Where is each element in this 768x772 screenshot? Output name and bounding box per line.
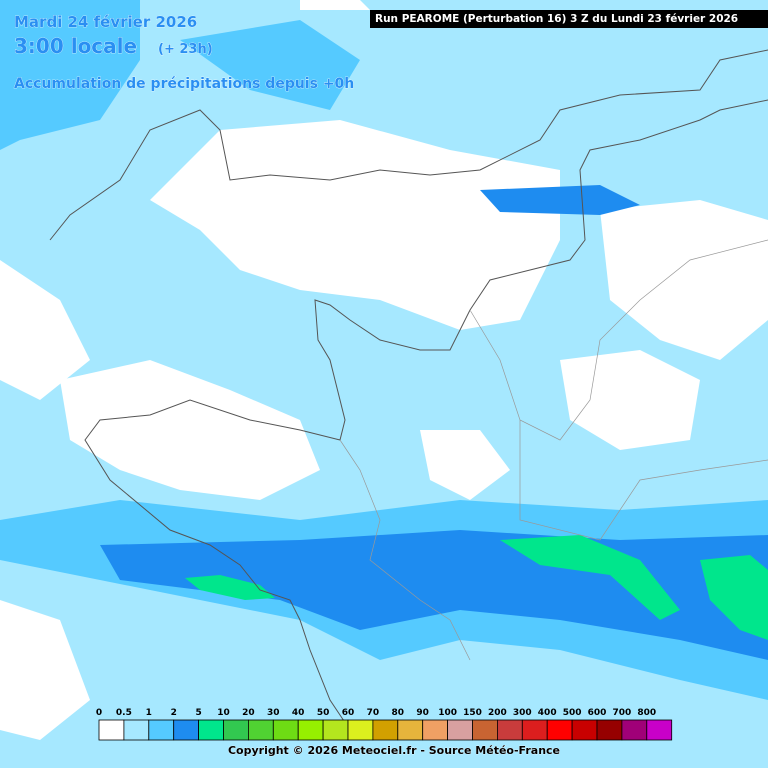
legend-swatch	[571, 719, 598, 741]
legend-swatch	[123, 719, 150, 741]
legend-swatch	[447, 719, 473, 741]
legend-label: 700	[613, 708, 632, 718]
legend-label: 0	[96, 708, 102, 718]
legend-label: 20	[242, 708, 255, 718]
legend-swatch	[148, 719, 175, 741]
legend-label: 5	[195, 708, 201, 718]
legend: 0 0.5 1 2 5 10 20 30 40 50 60 70 80 90 100 150 200 300 400…	[96, 708, 673, 741]
legend-label: 400	[538, 708, 557, 718]
legend-label: 0.5	[116, 708, 132, 718]
legend-label: 1	[146, 708, 152, 718]
legend-label: 90	[416, 708, 429, 718]
legend-swatch	[646, 719, 673, 741]
legend-label: 600	[588, 708, 607, 718]
legend-label: 2	[171, 708, 177, 718]
legend-swatch	[422, 719, 449, 741]
legend-swatch	[198, 719, 224, 741]
legend-label: 50	[317, 708, 330, 718]
legend-label: 70	[367, 708, 380, 718]
legend-swatch	[596, 719, 623, 741]
legend-swatch	[272, 719, 299, 741]
legend-swatch	[496, 719, 523, 741]
legend-swatch	[546, 719, 573, 741]
legend-swatch	[472, 719, 498, 741]
legend-label: 500	[563, 708, 582, 718]
legend-label: 800	[637, 708, 656, 718]
legend-swatch	[223, 719, 249, 741]
legend-label: 10	[217, 708, 230, 718]
forecast-offset: (+ 23h)	[158, 42, 213, 57]
legend-swatch	[322, 719, 349, 741]
legend-swatch	[247, 719, 274, 741]
legend-swatch	[98, 719, 125, 741]
copyright: Copyright © 2026 Meteociel.fr - Source M…	[228, 744, 560, 757]
forecast-date: Mardi 24 février 2026	[14, 13, 197, 31]
legend-label: 150	[463, 708, 482, 718]
legend-label: 100	[438, 708, 457, 718]
coastlines	[49, 49, 768, 731]
legend-swatch	[397, 719, 424, 741]
legend-label: 80	[392, 708, 405, 718]
legend-swatch	[372, 719, 399, 741]
map-subtitle: Accumulation de précipitations depuis +0…	[14, 76, 354, 92]
legend-swatch	[347, 719, 374, 741]
legend-label: 30	[267, 708, 280, 718]
legend-swatch	[297, 719, 324, 741]
legend-label: 60	[342, 708, 355, 718]
legend-label: 40	[292, 708, 305, 718]
run-banner	[370, 10, 768, 28]
legend-label: 300	[513, 708, 532, 718]
forecast-time: 3:00 locale	[14, 34, 137, 58]
legend-swatch	[521, 719, 548, 741]
legend-swatch	[621, 719, 648, 741]
legend-label: 200	[488, 708, 507, 718]
run-info: Run PEAROME (Perturbation 16) 3 Z du Lun…	[375, 13, 738, 25]
legend-swatch	[173, 719, 199, 741]
